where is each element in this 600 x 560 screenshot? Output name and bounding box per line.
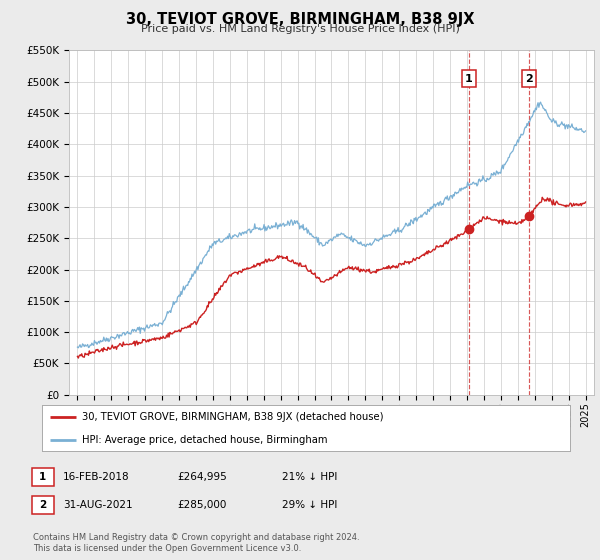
Text: Contains HM Land Registry data © Crown copyright and database right 2024.
This d: Contains HM Land Registry data © Crown c… xyxy=(33,533,359,553)
Text: £285,000: £285,000 xyxy=(177,500,226,510)
Text: Price paid vs. HM Land Registry's House Price Index (HPI): Price paid vs. HM Land Registry's House … xyxy=(140,24,460,34)
Text: £264,995: £264,995 xyxy=(177,472,227,482)
Text: 30, TEVIOT GROVE, BIRMINGHAM, B38 9JX: 30, TEVIOT GROVE, BIRMINGHAM, B38 9JX xyxy=(126,12,474,27)
Text: 21% ↓ HPI: 21% ↓ HPI xyxy=(282,472,337,482)
Text: 30, TEVIOT GROVE, BIRMINGHAM, B38 9JX (detached house): 30, TEVIOT GROVE, BIRMINGHAM, B38 9JX (d… xyxy=(82,412,383,422)
Text: 1: 1 xyxy=(39,472,47,482)
Text: HPI: Average price, detached house, Birmingham: HPI: Average price, detached house, Birm… xyxy=(82,435,327,445)
Text: 1: 1 xyxy=(465,73,473,83)
Text: 2: 2 xyxy=(39,500,47,510)
Text: 29% ↓ HPI: 29% ↓ HPI xyxy=(282,500,337,510)
Text: 16-FEB-2018: 16-FEB-2018 xyxy=(63,472,130,482)
Text: 31-AUG-2021: 31-AUG-2021 xyxy=(63,500,133,510)
Text: 2: 2 xyxy=(525,73,533,83)
